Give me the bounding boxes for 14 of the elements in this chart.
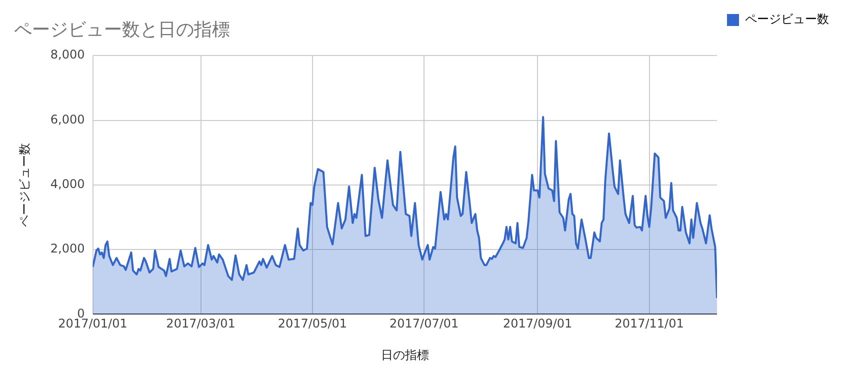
- x-axis-title: 日の指標: [380, 348, 429, 362]
- chart-title: ページビュー数と日の指標: [14, 19, 230, 40]
- y-tick-label: 8,000: [50, 48, 85, 62]
- y-tick-label: 6,000: [50, 112, 85, 126]
- x-tick-label: 2017/09/01: [503, 316, 572, 331]
- x-tick-label: 2017/01/01: [58, 316, 128, 331]
- y-tick-label: 4,000: [50, 177, 85, 192]
- x-tick-label: 2017/05/01: [278, 316, 348, 331]
- y-tick-label: 2,000: [50, 242, 85, 256]
- legend-label: ページビュー数: [745, 12, 829, 26]
- x-tick-label: 2017/07/01: [390, 316, 459, 331]
- x-tick-label: 2017/03/01: [166, 316, 236, 331]
- x-tick-label: 2017/11/01: [614, 316, 684, 331]
- y-axis-title: ページビュー数: [17, 142, 32, 227]
